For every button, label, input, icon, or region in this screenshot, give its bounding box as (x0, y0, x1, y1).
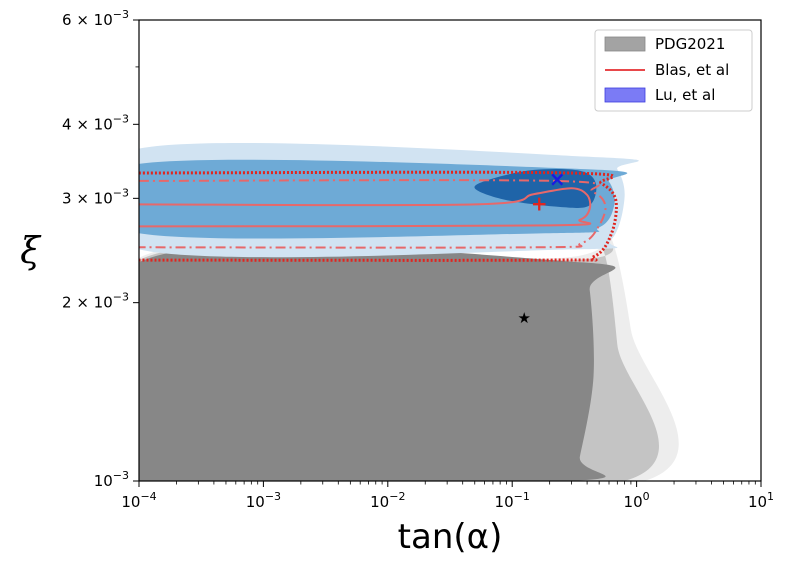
y-tick-label: 10−3 (94, 469, 129, 490)
region-lu-inner (474, 168, 597, 208)
x-tick-label: 101 (748, 490, 774, 511)
legend-label-pdg: PDG2021 (655, 35, 725, 53)
marker-blue-x: × (549, 167, 566, 191)
y-tick-label: 3 × 10−3 (62, 186, 129, 207)
x-tick-label: 10−4 (121, 490, 156, 511)
marker-red-plus: + (531, 191, 548, 215)
region-pdg2021-inner (139, 244, 616, 481)
legend-label-blas: Blas, et al (655, 61, 729, 79)
legend-patch-lu (604, 87, 646, 103)
legend-label-lu: Lu, et al (655, 86, 715, 104)
x-tick-label: 100 (624, 490, 650, 511)
plot-frame (138, 19, 762, 482)
x-axis-label: tan(α) (398, 517, 503, 557)
contours-layer (139, 170, 618, 262)
y-tick-label: 4 × 10−3 (62, 112, 129, 133)
x-tick-label: 10−3 (246, 490, 281, 511)
marker-black-star: ★ (518, 309, 531, 327)
y-tick-label: 2 × 10−3 (62, 291, 129, 312)
legend-patch-pdg (604, 36, 646, 52)
x-tick-label: 10−1 (495, 490, 530, 511)
y-tick-label: 6 × 10−3 (62, 8, 129, 29)
points-layer: ★ +× (518, 167, 566, 327)
contour-blas-outer (139, 170, 618, 262)
legend: PDG2021 Blas, et al Lu, et al (594, 29, 753, 112)
y-axis-label: ξ (20, 231, 42, 272)
x-tick-label: 10−2 (370, 490, 405, 511)
contour-blas-solid-inner (139, 187, 592, 228)
